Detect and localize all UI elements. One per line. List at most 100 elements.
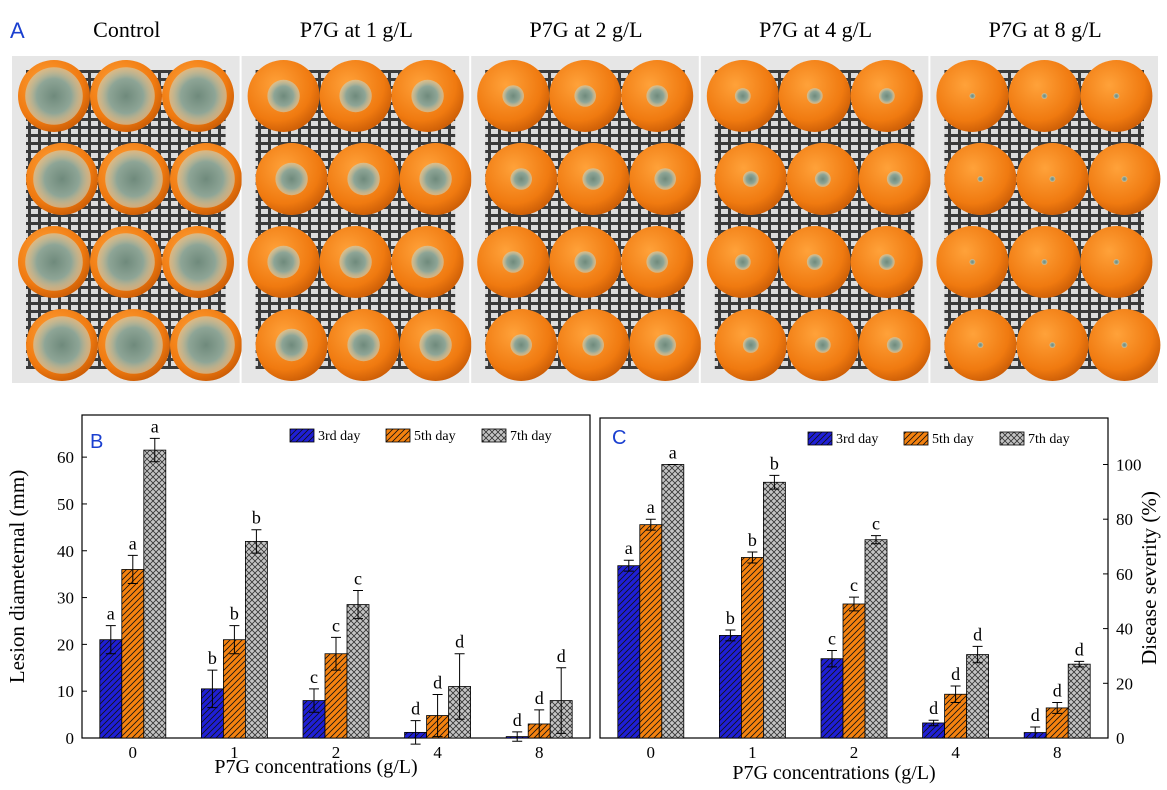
- lesion: [879, 88, 895, 104]
- lesion: [419, 163, 451, 195]
- bar: [662, 464, 684, 738]
- significance-letter: c: [828, 628, 836, 648]
- y-axis-label: Disease severity (%): [1137, 491, 1161, 665]
- lesion: [25, 233, 83, 291]
- lesion: [97, 233, 155, 291]
- legend-swatch: [1000, 432, 1024, 445]
- lesion: [735, 254, 751, 270]
- lesion: [275, 329, 307, 361]
- lesion: [339, 80, 371, 112]
- photo-caption: P7G at 2 g/L: [529, 17, 642, 42]
- significance-letter: b: [252, 508, 261, 528]
- legend-label: 3rd day: [836, 432, 878, 447]
- lesion: [177, 316, 235, 374]
- bar: [1068, 664, 1090, 738]
- lesion: [887, 337, 903, 353]
- legend-swatch: [808, 432, 832, 445]
- x-tick-label: 8: [1053, 743, 1062, 762]
- panel-label: B: [90, 431, 103, 453]
- bar: [865, 540, 887, 738]
- y-axis-label: Lesion diameternal (mm): [5, 470, 29, 683]
- lesion: [807, 88, 823, 104]
- lesion: [169, 67, 227, 125]
- significance-letter: c: [872, 514, 880, 534]
- x-tick-label: 1: [230, 743, 239, 762]
- bar: [843, 604, 865, 738]
- significance-letter: a: [107, 604, 115, 624]
- lesion: [1113, 93, 1119, 99]
- lesion: [1049, 342, 1055, 348]
- page: {"panel_a": {"label": "A", "captions": […: [0, 0, 1167, 790]
- x-tick-label: 8: [535, 743, 544, 762]
- lesion: [807, 254, 823, 270]
- bar: [719, 635, 741, 738]
- y-tick-label: 10: [57, 682, 74, 701]
- legend-label: 7th day: [510, 429, 552, 444]
- lesion: [33, 316, 91, 374]
- photo-caption: Control: [93, 17, 160, 42]
- lesion: [339, 246, 371, 278]
- lesion: [1041, 93, 1047, 99]
- lesion: [574, 251, 596, 273]
- significance-letter: b: [726, 608, 735, 628]
- bar: [347, 605, 369, 738]
- significance-letter: d: [411, 699, 420, 719]
- lesion: [411, 246, 443, 278]
- lesion: [735, 88, 751, 104]
- significance-letter: b: [770, 453, 779, 473]
- bar: [122, 569, 144, 738]
- y-tick-label: 20: [1116, 674, 1133, 693]
- x-tick-label: 4: [951, 743, 960, 762]
- y-tick-label: 100: [1116, 455, 1142, 474]
- significance-letter: a: [129, 533, 137, 553]
- lesion: [510, 168, 532, 190]
- lesion: [105, 150, 163, 208]
- y-tick-label: 20: [57, 635, 74, 654]
- lesion: [510, 334, 532, 356]
- lesion: [97, 67, 155, 125]
- lesion: [267, 80, 299, 112]
- x-tick-label: 1: [748, 743, 757, 762]
- lesion: [574, 85, 596, 107]
- lesion: [815, 171, 831, 187]
- lesion: [1041, 259, 1047, 265]
- significance-letter: d: [973, 624, 982, 644]
- significance-letter: d: [1053, 680, 1062, 700]
- significance-letter: b: [230, 604, 239, 624]
- lesion: [887, 171, 903, 187]
- x-tick-label: 4: [433, 743, 442, 762]
- lesion: [25, 67, 83, 125]
- lesion: [743, 337, 759, 353]
- lesion: [267, 246, 299, 278]
- y-tick-label: 40: [1116, 620, 1133, 639]
- lesion: [105, 316, 163, 374]
- significance-letter: d: [929, 698, 938, 718]
- lesion: [743, 171, 759, 187]
- significance-letter: b: [748, 530, 757, 550]
- bar: [967, 655, 989, 738]
- y-tick-label: 30: [57, 589, 74, 608]
- legend-swatch: [290, 429, 314, 442]
- panel-label: C: [612, 427, 626, 449]
- y-tick-label: 0: [1116, 729, 1125, 748]
- lesion: [502, 251, 524, 273]
- y-tick-label: 40: [57, 542, 74, 561]
- bar: [245, 541, 267, 738]
- significance-letter: d: [513, 710, 522, 730]
- significance-letter: d: [557, 646, 566, 666]
- bar: [640, 525, 662, 738]
- figure: A ControlP7G at 1 g/LP7G at 2 g/LP7G at …: [0, 0, 1167, 790]
- legend-label: 5th day: [414, 429, 456, 444]
- lesion: [502, 85, 524, 107]
- lesion: [411, 80, 443, 112]
- lesion: [177, 150, 235, 208]
- photo-caption: P7G at 8 g/L: [989, 17, 1102, 42]
- significance-letter: d: [433, 672, 442, 692]
- x-axis-label: P7G concentrations (g/L): [214, 756, 417, 778]
- x-tick-label: 2: [850, 743, 859, 762]
- legend-swatch: [904, 432, 928, 445]
- bar: [763, 482, 785, 738]
- y-tick-label: 60: [1116, 565, 1133, 584]
- y-tick-label: 0: [66, 729, 75, 748]
- y-tick-label: 60: [57, 448, 74, 467]
